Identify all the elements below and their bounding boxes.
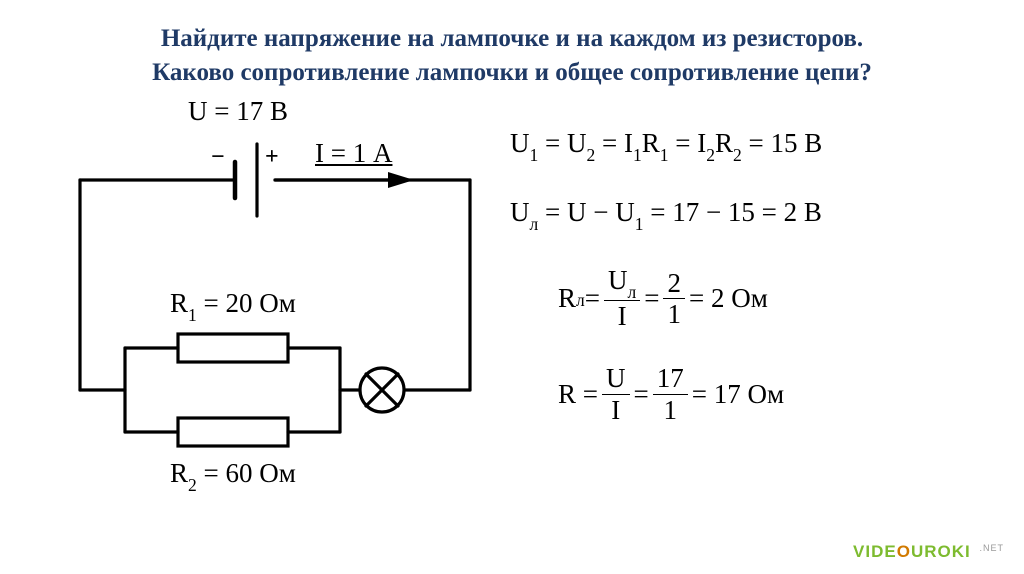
battery-minus: −: [211, 144, 225, 171]
watermark: VIDEOUROKI .NET: [853, 542, 1004, 562]
title-line-2: Каково сопротивление лампочки и общее со…: [152, 59, 872, 86]
equation-u1u2: U1 = U2 = I1R1 = I2R2 = 15 В: [510, 128, 982, 163]
circuit-diagram: U = 17 В I = 1 А − + R1 = 20 Ом R2 = 60 …: [0, 100, 510, 520]
fraction-17-1: 17 1: [653, 364, 688, 424]
voltage-label: U = 17 В: [188, 96, 288, 127]
fraction-ul-i: Uл I: [604, 266, 640, 330]
equations-column: U1 = U2 = I1R1 = I2R2 = 15 В Uл = U − U1…: [510, 100, 1024, 520]
equation-rl: Rл = Uл I = 2 1 = 2 Ом: [558, 266, 982, 330]
r2-label: R2 = 60 Ом: [170, 458, 296, 493]
content-row: U = 17 В I = 1 А − + R1 = 20 Ом R2 = 60 …: [0, 100, 1024, 520]
current-label: I = 1 А: [315, 138, 392, 169]
fraction-2-1: 2 1: [663, 269, 685, 329]
equation-ul: Uл = U − U1 = 17 − 15 = 2 В: [510, 197, 982, 232]
fraction-u-i: U I: [602, 364, 630, 424]
r1-label: R1 = 20 Ом: [170, 288, 296, 323]
problem-title: Найдите напряжение на лампочке и на кажд…: [0, 0, 1024, 90]
title-line-1: Найдите напряжение на лампочке и на кажд…: [161, 25, 863, 52]
battery-plus: +: [265, 144, 279, 171]
equation-r: R = U I = 17 1 = 17 Ом: [558, 364, 982, 424]
